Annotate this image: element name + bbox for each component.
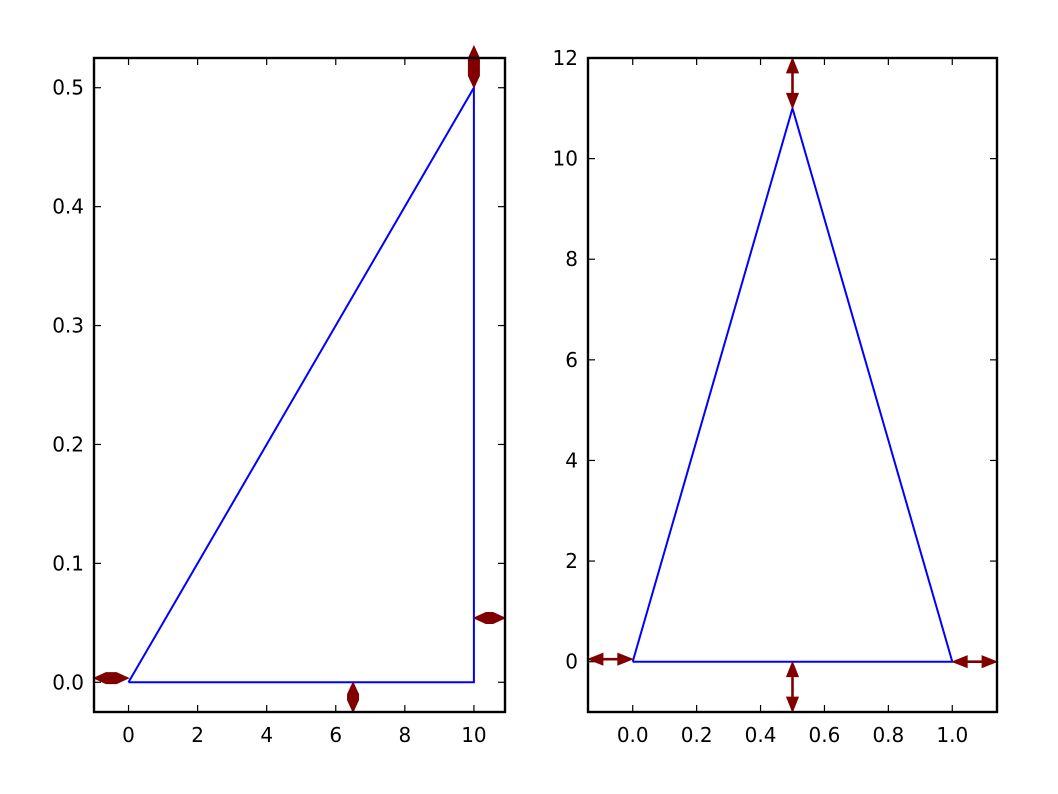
y-tick-label: 0.0 (52, 670, 84, 694)
x-tick-label: 0.0 (617, 723, 649, 747)
x-tick-label: 0.6 (809, 723, 841, 747)
y-tick-label: 0.5 (52, 76, 84, 100)
y-tick-label: 8 (565, 247, 578, 271)
x-tick-label: 0.4 (745, 723, 777, 747)
x-tick-label: 2 (191, 723, 204, 747)
axes-frame (586, 56, 999, 714)
chart-left: 0 2 4 6 8 10 0.0 0.1 0.2 0.3 0.4 0.5 (52, 44, 507, 747)
x-tick-label: 0.2 (681, 723, 713, 747)
double-arrow (92, 672, 130, 685)
x-tick-label: 8 (398, 723, 411, 747)
double-arrow (347, 681, 360, 714)
x-tick-label: 0.8 (872, 723, 904, 747)
y-tick-label: 0.3 (52, 314, 84, 338)
y-tick-label: 10 (553, 147, 578, 171)
y-tick-label: 12 (553, 46, 578, 70)
y-tick-label: 0.4 (52, 195, 84, 219)
y-tick-label: 6 (565, 348, 578, 372)
y-tick-label: 0.2 (52, 432, 84, 456)
x-tick-label: 6 (329, 723, 342, 747)
x-tick-label: 0 (122, 723, 135, 747)
y-tick-label: 0 (565, 650, 578, 674)
series-line (127, 83, 475, 684)
y-tick-label: 0.1 (52, 551, 84, 575)
x-tick-label: 4 (260, 723, 273, 747)
axes-frame (92, 56, 507, 714)
double-arrow (586, 652, 634, 666)
x-tick-label: 10 (461, 723, 486, 747)
y-tick-label: 4 (565, 448, 578, 472)
x-tick-label: 1.0 (936, 723, 968, 747)
double-arrow (467, 44, 480, 89)
double-arrow (785, 660, 800, 714)
chart-right: 0.0 0.2 0.4 0.6 0.8 1.0 0 2 4 6 8 10 12 (553, 46, 999, 747)
y-tick-label: 2 (565, 549, 578, 573)
